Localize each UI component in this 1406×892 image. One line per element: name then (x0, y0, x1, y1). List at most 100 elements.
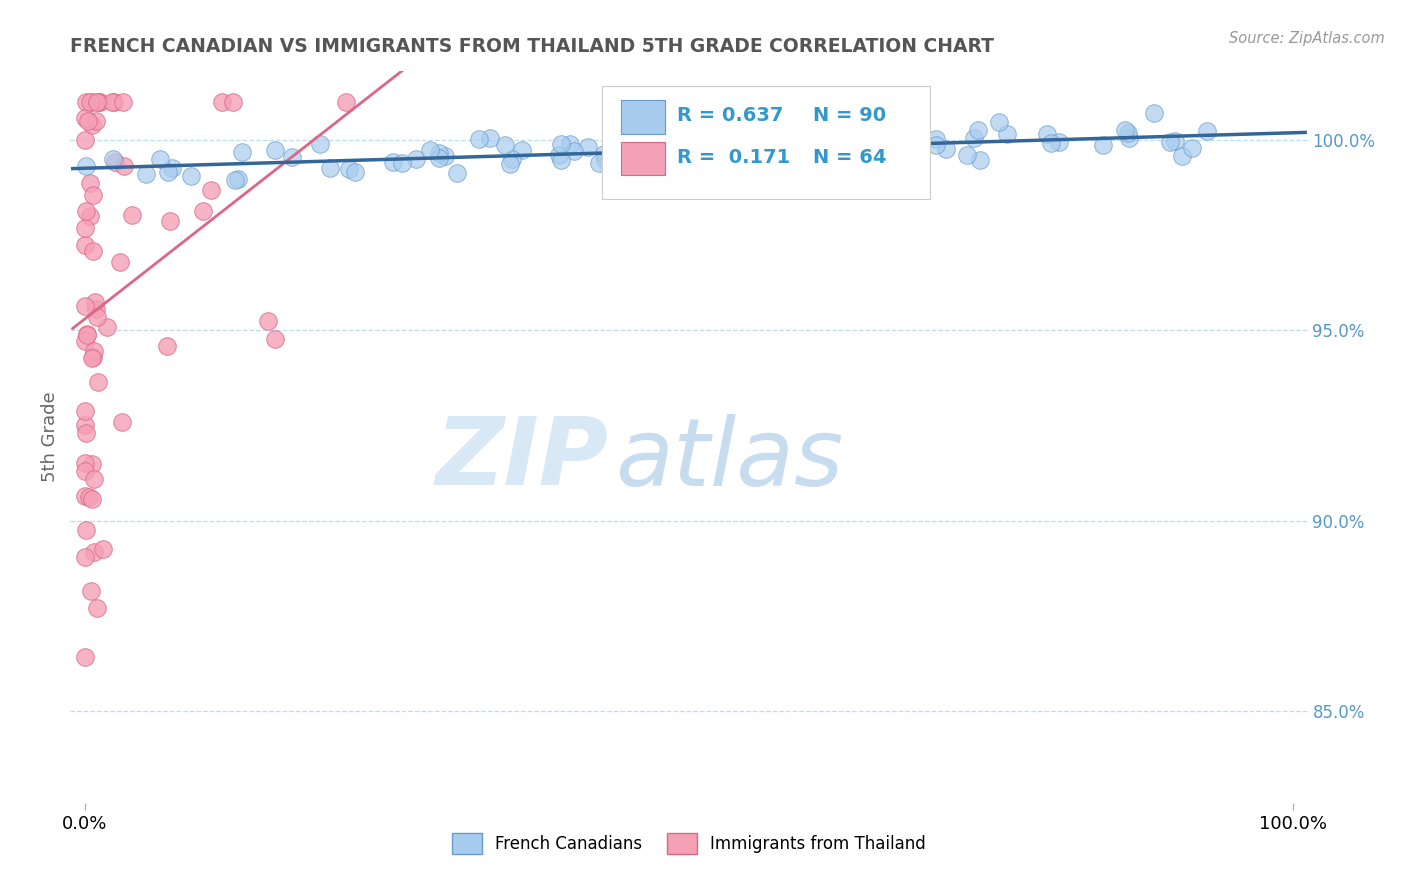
FancyBboxPatch shape (621, 142, 665, 175)
Point (610, 144, 633, 158)
Point (967, 123, 990, 137)
Text: FRENCH CANADIAN VS IMMIGRANTS FROM THAILAND 5TH GRADE CORRELATION CHART: FRENCH CANADIAN VS IMMIGRANTS FROM THAIL… (70, 37, 994, 56)
Point (73, 133, 96, 147)
Point (319, 161, 342, 175)
Point (935, 142, 957, 156)
Point (731, 142, 754, 156)
Point (104, 155, 127, 169)
Point (83, 472, 105, 486)
Y-axis label: 5th Grade: 5th Grade (41, 392, 59, 483)
Point (80, 492, 103, 507)
Point (419, 144, 441, 158)
Point (79, 210, 101, 224)
Point (1035, 127, 1057, 141)
Point (149, 152, 172, 166)
Point (337, 162, 360, 177)
Point (79, 95, 101, 109)
Point (969, 153, 991, 168)
Point (135, 167, 157, 181)
Point (1143, 106, 1166, 120)
Point (211, 95, 233, 109)
Point (96, 319, 118, 334)
Point (86, 95, 108, 109)
Point (159, 214, 181, 228)
Point (576, 139, 599, 153)
Point (80, 95, 103, 109)
FancyBboxPatch shape (602, 86, 931, 200)
Point (111, 415, 134, 429)
Point (1118, 131, 1140, 145)
Point (82, 188, 104, 202)
Point (180, 169, 202, 184)
Point (82, 244, 104, 259)
Point (494, 138, 516, 153)
Point (73, 549, 96, 564)
Point (754, 146, 776, 161)
Point (73, 650, 96, 665)
Point (222, 95, 245, 109)
Point (83, 544, 105, 558)
Point (82, 350, 104, 364)
Point (924, 132, 946, 146)
Point (335, 95, 357, 109)
Point (83, 343, 105, 358)
Point (703, 139, 725, 153)
Point (112, 159, 135, 173)
Point (80, 351, 103, 365)
Point (887, 156, 910, 170)
Text: Source: ZipAtlas.com: Source: ZipAtlas.com (1229, 31, 1385, 46)
Point (647, 131, 669, 145)
Point (75, 404, 97, 418)
Point (828, 143, 851, 157)
Point (76, 328, 98, 343)
Point (405, 152, 427, 166)
Point (86, 375, 108, 389)
Point (550, 153, 572, 167)
Point (427, 145, 450, 160)
Point (73, 457, 96, 471)
Point (1159, 135, 1181, 149)
Point (602, 141, 624, 155)
Point (76, 425, 98, 440)
Point (801, 146, 824, 161)
Point (621, 142, 644, 156)
Point (956, 148, 979, 162)
Point (675, 138, 697, 153)
Point (79, 176, 101, 190)
Point (101, 95, 124, 109)
Point (1118, 127, 1140, 141)
Point (963, 130, 986, 145)
Point (631, 137, 654, 152)
Point (381, 155, 404, 169)
Point (75, 221, 97, 235)
Point (156, 339, 179, 353)
Point (550, 137, 572, 152)
Point (391, 156, 413, 170)
Point (1170, 149, 1192, 163)
Point (73, 238, 96, 252)
Point (900, 136, 922, 150)
Text: N = 90: N = 90 (813, 106, 886, 126)
Point (84, 113, 107, 128)
Point (675, 143, 697, 157)
Point (103, 152, 125, 166)
Point (673, 147, 696, 161)
Point (987, 115, 1010, 129)
Point (637, 149, 659, 163)
Point (853, 122, 876, 136)
Text: N = 64: N = 64 (813, 148, 886, 167)
Point (84, 301, 107, 316)
Point (75, 489, 97, 503)
Point (1197, 124, 1219, 138)
Point (73, 111, 96, 125)
Point (75, 95, 97, 109)
Point (80, 583, 103, 598)
Point (256, 313, 278, 327)
Point (446, 166, 468, 180)
Point (86, 600, 108, 615)
Point (1039, 136, 1062, 150)
Point (111, 95, 134, 109)
Point (121, 208, 143, 222)
Point (156, 165, 179, 179)
Point (593, 153, 616, 167)
